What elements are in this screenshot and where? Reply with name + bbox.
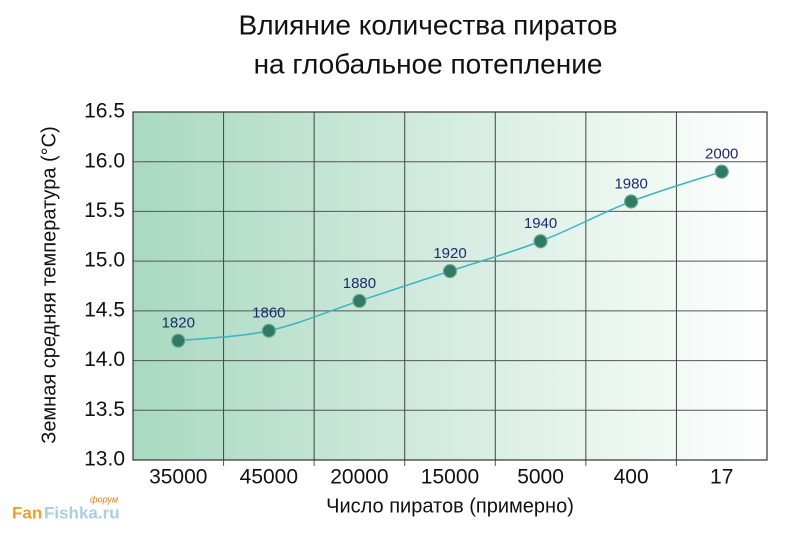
y-tick-label: 13.5 [84,398,125,421]
x-tick-label: 35000 [149,466,207,489]
x-axis-label: Число пиратов (примерно) [326,495,574,517]
x-tick-label: 20000 [330,466,388,489]
point-label: 1820 [162,315,195,332]
x-tick-label: 45000 [240,466,298,489]
marker [352,293,367,309]
marker [714,164,729,179]
y-tick-label: 13.0 [84,448,125,471]
point-label: 1880 [343,275,376,292]
marker [171,333,186,348]
y-tick-label: 16.0 [84,149,125,172]
plot-background [133,112,767,460]
x-tick-label: 15000 [421,466,479,489]
point-label: 1860 [252,305,285,322]
marker [261,323,276,338]
point-label: 1920 [433,245,466,262]
point-label: 1980 [614,175,647,192]
point-label: 1940 [524,215,557,232]
watermark: Fan [12,503,42,522]
x-tick-label: 5000 [517,466,564,489]
y-tick-label: 14.0 [84,348,125,371]
y-tick-label: 16.5 [84,100,125,123]
plot-frame [132,111,768,461]
x-tick-label: 17 [710,466,733,489]
y-tick-label: 15.0 [84,249,125,272]
y-tick-label: 15.5 [84,199,125,222]
y-tick-label: 14.5 [84,298,125,321]
y-axis-label: Земная средняя температура (°С) [38,126,60,444]
watermark: форум [90,494,118,504]
watermark: Fishka.ru [44,503,120,522]
chart-title: на глобальное потепление [254,48,603,79]
chart-title: Влияние количества пиратов [239,9,618,40]
marker [533,234,548,249]
marker [624,194,639,209]
point-label: 2000 [705,146,738,163]
marker [442,263,458,279]
x-tick-label: 400 [614,466,649,489]
